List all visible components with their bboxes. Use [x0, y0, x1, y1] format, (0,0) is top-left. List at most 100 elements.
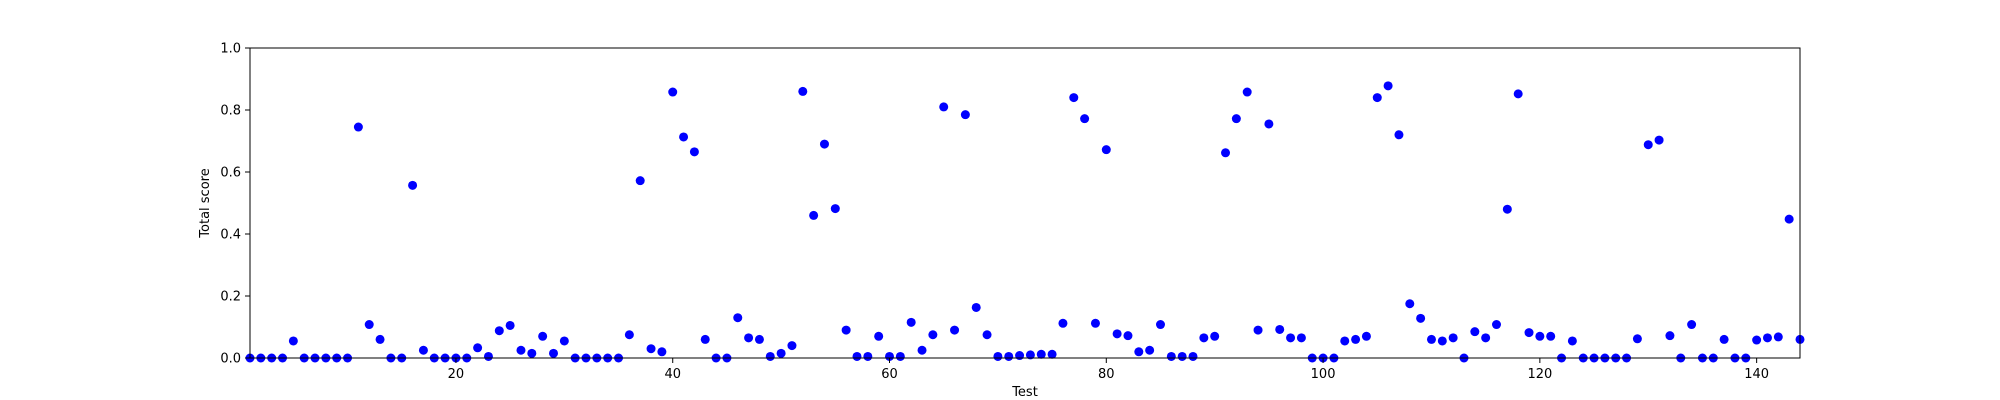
y-axis-label: Total score: [198, 168, 213, 238]
data-point: [863, 351, 873, 361]
data-point: [1101, 145, 1111, 155]
y-tick-label: 1.0: [220, 42, 241, 57]
data-point: [516, 345, 526, 355]
data-point: [353, 122, 363, 132]
data-point: [408, 180, 418, 190]
data-point: [1492, 320, 1501, 330]
data-point: [288, 336, 298, 346]
data-point: [1632, 334, 1642, 344]
data-point: [819, 139, 829, 149]
data-point: [1069, 93, 1079, 103]
data-point: [1784, 214, 1794, 224]
data-point: [765, 351, 775, 361]
data-point: [1199, 333, 1209, 343]
data-point: [635, 176, 645, 186]
data-point: [776, 348, 786, 358]
x-tick-label: 40: [664, 367, 681, 382]
data-point: [809, 210, 819, 220]
data-point: [1567, 336, 1577, 346]
data-point: [895, 351, 905, 361]
x-axis: 20 40 60 80 100 120 140: [448, 358, 1769, 382]
data-point: [1405, 299, 1415, 309]
data-point: [1643, 140, 1653, 150]
data-point: [1286, 333, 1296, 343]
data-point: [1752, 335, 1762, 345]
data-point: [982, 330, 992, 340]
data-point: [1351, 334, 1361, 344]
data-point: [1416, 313, 1426, 323]
data-point: [1437, 336, 1447, 346]
data-point: [1762, 333, 1772, 343]
y-axis: 0.0 0.2 0.4 0.6 0.8 1.0: [220, 42, 250, 367]
data-point: [1253, 325, 1263, 335]
data-point: [971, 302, 981, 312]
data-point: [559, 336, 569, 346]
data-point: [1155, 320, 1165, 330]
data-point: [917, 345, 927, 355]
data-point: [1502, 204, 1512, 214]
data-point: [1166, 351, 1176, 361]
data-point: [950, 325, 960, 335]
data-point: [1112, 329, 1122, 339]
data-point: [1231, 114, 1241, 124]
data-point: [527, 348, 537, 358]
data-point: [1134, 347, 1144, 357]
data-point: [1340, 336, 1350, 346]
data-point: [798, 86, 808, 96]
data-point: [1015, 351, 1025, 361]
data-point: [1535, 331, 1545, 341]
data-point: [473, 343, 483, 353]
data-point: [1123, 331, 1133, 341]
data-point: [1210, 331, 1220, 341]
data-point: [1426, 334, 1436, 344]
data-point: [906, 317, 916, 327]
data-point: [841, 325, 851, 335]
data-point: [1177, 351, 1187, 361]
data-point: [494, 326, 504, 336]
data-point: [733, 313, 743, 323]
data-point: [1275, 324, 1285, 334]
data-point: [1448, 333, 1458, 343]
data-point: [787, 341, 797, 351]
data-point: [538, 331, 548, 341]
y-tick-label: 0.2: [220, 290, 241, 305]
y-tick-label: 0.8: [220, 104, 241, 119]
y-tick-label: 0.6: [220, 166, 241, 181]
x-axis-label: Test: [1011, 385, 1038, 400]
data-point: [1394, 130, 1404, 140]
data-point: [1481, 333, 1491, 343]
data-points: [245, 81, 1805, 363]
data-point: [1145, 345, 1155, 355]
plot-frame: [249, 47, 1801, 359]
data-point: [874, 331, 884, 341]
data-point: [679, 132, 689, 142]
data-point: [1665, 331, 1675, 341]
data-point: [549, 348, 558, 358]
data-point: [744, 333, 754, 343]
data-point: [1372, 93, 1382, 103]
data-point: [1188, 351, 1198, 361]
data-point: [483, 351, 493, 361]
data-point: [1687, 320, 1697, 330]
data-point: [1470, 327, 1480, 337]
data-point: [668, 87, 678, 97]
data-point: [939, 102, 949, 112]
data-point: [1025, 350, 1035, 360]
data-point: [364, 320, 374, 330]
data-point: [624, 330, 634, 340]
data-point: [885, 351, 895, 361]
data-point: [1524, 328, 1534, 338]
data-point: [1080, 114, 1090, 124]
data-point: [689, 147, 699, 157]
x-tick-label: 100: [1311, 367, 1336, 382]
data-point: [830, 204, 840, 214]
x-tick-label: 80: [1098, 367, 1115, 382]
y-tick-label: 0.0: [220, 352, 241, 367]
data-point: [375, 334, 385, 344]
data-point: [928, 330, 938, 340]
data-point: [418, 345, 428, 355]
data-point: [1513, 89, 1523, 99]
data-point: [852, 351, 862, 361]
data-point: [993, 351, 1003, 361]
